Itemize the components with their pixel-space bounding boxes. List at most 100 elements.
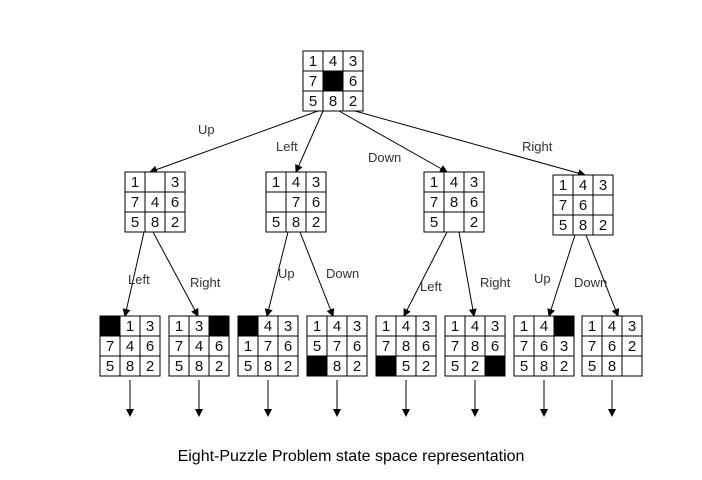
tile-number: 1 [272,174,280,191]
tile-number: 5 [175,358,183,375]
edge-arrow [458,231,477,317]
puzzle-state-n-left: 1 4 37 6 5 8 2 [265,171,327,233]
tile-number: 2 [422,358,430,375]
tile-number: 7 [588,338,596,355]
tile-number: 4 [540,318,548,335]
diagram-caption: Eight-Puzzle Problem state space represe… [177,448,525,465]
tile-number: 1 [430,174,438,191]
tile-number: 8 [292,214,300,231]
edge-arrow [354,110,586,177]
tile-number: 3 [491,318,499,335]
tile-number: 3 [470,174,478,191]
edge-label: Left [276,139,298,154]
tile-number: 5 [309,93,317,110]
tile-number: 4 [151,194,159,211]
puzzle-state-l3: 4 3 1 7 6 5 8 2 [237,315,299,377]
edge-label: Left [128,272,150,287]
tile-number: 5 [106,358,114,375]
puzzle-cell [144,171,166,193]
puzzle-cell [164,211,186,233]
tile-number: 2 [470,214,478,231]
tile-number: 3 [312,174,320,191]
tile-number: 4 [333,318,341,335]
puzzle-cell [463,211,485,233]
edge-arrow [149,110,319,174]
edge-label: Left [420,279,442,294]
tile-number: 4 [292,174,300,191]
tile-number: 7 [309,73,317,90]
tile-number: 8 [151,214,159,231]
tile-number: 8 [450,194,458,211]
tile-number: 5 [313,338,321,355]
tile-number: 3 [422,318,430,335]
puzzle-state-l5: 1 4 3 7 8 65 2 [375,315,437,377]
tile-number: 7 [430,194,438,211]
tile-number: 7 [333,338,341,355]
tile-number: 6 [540,338,548,355]
puzzle-states: 1 4 37 65 8 21 37 4 65 8 21 4 37 65 8 21 4 37 8 65 21 4 37 65 8 2… [99,50,643,377]
tile-number: 5 [520,358,528,375]
tile-number: 2 [353,358,361,375]
tile-number: 1 [451,318,459,335]
puzzle-cell [415,355,437,377]
tile-number: 2 [284,358,292,375]
tile-number: 6 [312,194,320,211]
tile-number: 4 [579,177,587,194]
tile-number: 5 [451,358,459,375]
tile-number: 4 [402,318,410,335]
edges: Up Left Down Right Left Right Up Down Left Right U… [122,110,620,317]
tile-number: 4 [329,53,337,70]
tile-number: 5 [244,358,252,375]
puzzle-cell [305,211,327,233]
blank-tile [99,315,121,337]
edge-label: Down [326,266,359,281]
tile-number: 5 [402,358,410,375]
tile-number: 3 [146,318,154,335]
tile-number: 1 [588,318,596,335]
tile-number: 7 [131,194,139,211]
tile-number: 7 [559,197,567,214]
puzzle-cell [346,355,368,377]
tile-number: 4 [195,338,203,355]
tile-number: 2 [628,338,636,355]
edge-label: Right [522,139,553,154]
tile-number: 4 [608,318,616,335]
tile-number: 6 [284,338,292,355]
puzzle-state-l2: 1 37 4 6 5 8 2 [168,315,230,377]
tile-number: 7 [264,338,272,355]
tile-number: 8 [195,358,203,375]
blank-tile [484,355,506,377]
tile-number: 1 [309,53,317,70]
puzzle-cell [277,355,299,377]
tile-number: 2 [146,358,154,375]
blank-tile [237,315,259,337]
tile-number: 5 [430,214,438,231]
puzzle-state-l4: 1 4 3 5 7 68 2 [306,315,368,377]
tile-number: 3 [284,318,292,335]
tile-number: 7 [382,338,390,355]
puzzle-state-l7: 1 47 6 3 5 8 2 [513,315,575,377]
edge-label: Up [534,271,551,286]
puzzle-state-n-up: 1 3 7 4 6 5 8 2 [124,171,186,233]
tile-number: 6 [215,338,223,355]
tile-number: 2 [171,214,179,231]
tile-number: 4 [471,318,479,335]
tile-number: 4 [126,338,134,355]
edge-label: Up [278,266,295,281]
tile-number: 6 [146,338,154,355]
puzzle-cell [342,90,364,112]
tile-number: 6 [353,338,361,355]
tile-number: 1 [313,318,321,335]
tile-number: 8 [579,217,587,234]
tile-number: 7 [106,338,114,355]
blank-tile [375,355,397,377]
edge-arrow [295,110,324,173]
puzzle-cell [592,214,614,236]
blank-tile [208,315,230,337]
puzzle-cell [621,355,643,377]
tile-number: 7 [175,338,183,355]
puzzle-state-l8: 1 4 3 7 6 2 5 8 [581,315,643,377]
puzzle-cell [443,211,465,233]
edge-arrow [122,231,145,317]
tile-number: 1 [175,318,183,335]
